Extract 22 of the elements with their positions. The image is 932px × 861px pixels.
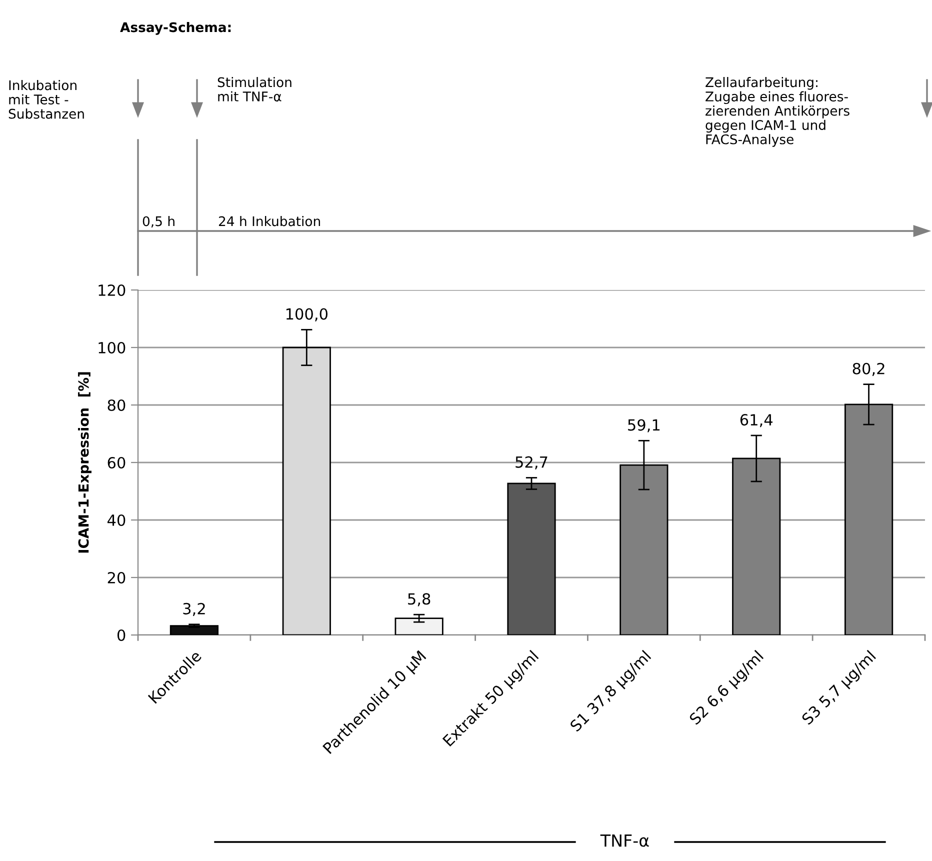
y-tick-label: 100 bbox=[98, 342, 126, 354]
y-tick-label: 0 bbox=[117, 629, 126, 642]
data-label: 80,2 bbox=[852, 362, 884, 376]
y-tick-label: 60 bbox=[108, 456, 126, 469]
data-label: 59,1 bbox=[628, 419, 660, 432]
text: 24 h Inkubation bbox=[218, 216, 320, 226]
y-tick-label: 80 bbox=[108, 399, 126, 412]
text: TNF-α bbox=[600, 834, 649, 847]
data-label: 3,2 bbox=[183, 602, 205, 616]
text: Zellaufarbeitung: Zugabe eines fluores- zierenden Antikörpers gegen ICAM-1 und FACS-Analyse bbox=[706, 77, 850, 147]
y-axis-title: ICAM-1-Expression [%] bbox=[78, 372, 92, 553]
text: 0,5 h bbox=[142, 216, 174, 228]
y-tick-label: 120 bbox=[98, 284, 126, 296]
y-tick-label: 20 bbox=[108, 572, 126, 584]
data-label: 100,0 bbox=[286, 308, 328, 322]
data-label: 52,7 bbox=[516, 456, 548, 470]
text: Inkubation mit Test - Substanzen bbox=[8, 80, 84, 119]
text: Assay-Schema: bbox=[120, 22, 231, 35]
text: Stimulation mit TNF-α bbox=[218, 77, 292, 102]
data-label: 61,4 bbox=[740, 414, 773, 428]
data-label: 5,8 bbox=[408, 593, 430, 606]
y-tick-label: 40 bbox=[108, 514, 126, 526]
